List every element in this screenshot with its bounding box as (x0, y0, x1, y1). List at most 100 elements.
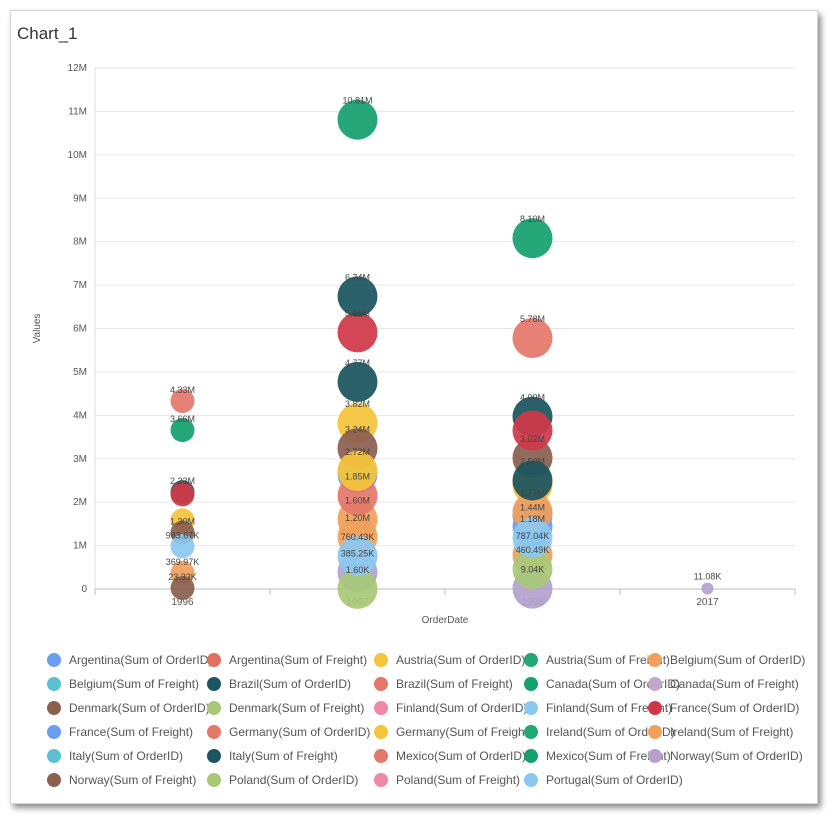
legend-item[interactable]: Austria(Sum of Freight) (524, 651, 670, 669)
legend-label: Poland(Sum of Freight) (396, 773, 521, 787)
bubble-point (170, 389, 195, 414)
legend-label: Italy(Sum of Freight) (229, 749, 338, 763)
legend-item[interactable]: Italy(Sum of Freight) (207, 747, 338, 765)
legend-marker (47, 725, 61, 739)
legend-marker (207, 701, 221, 715)
bubble-point (170, 534, 195, 559)
data-label: 2.23M (170, 476, 195, 486)
bubble-point (701, 582, 714, 595)
x-tick-label: 2017 (696, 597, 719, 608)
legend-marker (374, 701, 388, 715)
x-axis-title: OrderDate (422, 615, 469, 626)
y-tick-label: 2M (73, 497, 87, 508)
legend-item[interactable]: Denmark(Sum of OrderID) (47, 699, 210, 717)
legend-label: Portugal(Sum of OrderID) (546, 773, 683, 787)
legend-item[interactable]: Portugal(Sum of OrderID) (524, 771, 683, 789)
legend-marker (374, 725, 388, 739)
legend-item[interactable]: Norway(Sum of Freight) (47, 771, 196, 789)
legend-marker (648, 701, 662, 715)
legend-marker (207, 677, 221, 691)
legend-marker (648, 725, 662, 739)
data-label: 3.24M (345, 424, 370, 434)
y-tick-label: 12M (68, 63, 87, 74)
legend-label: Brazil(Sum of Freight) (396, 677, 513, 691)
bubble-point (512, 410, 553, 451)
legend-label: Austria(Sum of OrderID) (396, 653, 526, 667)
legend-item[interactable]: Finland(Sum of OrderID) (374, 699, 527, 717)
legend-item[interactable]: Belgium(Sum of OrderID) (648, 651, 805, 669)
legend-item[interactable]: Argentina(Sum of OrderID) (47, 651, 212, 669)
data-label: 1.85M (345, 472, 370, 482)
legend-item[interactable]: Denmark(Sum of Freight) (207, 699, 364, 717)
legend-label: Norway(Sum of Freight) (69, 773, 197, 787)
x-tick-label: 1996 (171, 597, 194, 608)
legend-marker (648, 749, 662, 763)
legend-label: Mexico(Sum of Freight) (546, 749, 671, 763)
data-label: 4.33M (170, 385, 195, 395)
legend-marker (47, 677, 61, 691)
bubble-point (512, 318, 553, 359)
legend-item[interactable]: Germany(Sum of Freight) (374, 723, 532, 741)
legend-label: Austria(Sum of Freight) (546, 653, 671, 667)
data-label: 3.66M (170, 414, 195, 424)
legend-marker (47, 701, 61, 715)
bubble-chart: 01M2M3M4M5M6M7M8M9M10M11M12M199619971998… (32, 63, 796, 626)
data-label: 8.10M (520, 214, 545, 224)
y-tick-label: 6M (73, 324, 87, 335)
y-tick-label: 4M (73, 410, 87, 421)
legend-item[interactable]: France(Sum of OrderID) (648, 699, 799, 717)
legend-item[interactable]: Brazil(Sum of Freight) (374, 675, 513, 693)
legend-label: Brazil(Sum of OrderID) (229, 677, 352, 691)
data-label: 1.77M (520, 488, 545, 498)
bubble-point (337, 276, 378, 317)
data-label: 11.08K (694, 572, 722, 582)
legend-marker (207, 773, 221, 787)
legend-item[interactable]: Ireland(Sum of Freight) (648, 723, 793, 741)
data-label: 1.60K (346, 565, 370, 575)
legend-label: Belgium(Sum of Freight) (69, 677, 200, 691)
legend-item[interactable]: Brazil(Sum of OrderID) (207, 675, 351, 693)
bubble-point (512, 218, 553, 259)
legend-item[interactable]: Belgium(Sum of Freight) (47, 675, 199, 693)
legend-label: Ireland(Sum of Freight) (670, 725, 794, 739)
legend-item[interactable]: Poland(Sum of OrderID) (207, 771, 358, 789)
chart-title: Chart_1 (17, 24, 78, 43)
legend-item[interactable]: Ireland(Sum of OrderID) (524, 723, 675, 741)
legend-label: Mexico(Sum of OrderID) (396, 749, 527, 763)
legend-label: Finland(Sum of Freight) (546, 701, 673, 715)
legend-label: Denmark(Sum of OrderID) (69, 701, 210, 715)
data-label: 3.82M (345, 399, 370, 409)
legend-item[interactable]: Austria(Sum of OrderID) (374, 651, 525, 669)
chart-frame: Chart_1 0 1M 2M 3M 4M 5M 6M 7M 8M 9M 10M 11M 12M 1996… (10, 10, 818, 804)
legend-item[interactable]: Mexico(Sum of OrderID) (374, 747, 526, 765)
legend-item[interactable]: Norway(Sum of OrderID) (648, 747, 803, 765)
bubble-point (170, 482, 195, 507)
legend-marker (207, 725, 221, 739)
data-label: 1.18M (520, 514, 545, 524)
legend-item[interactable]: Canada(Sum of Freight) (648, 675, 799, 693)
legend-item[interactable]: Italy(Sum of OrderID) (47, 747, 183, 765)
data-label: 5.91M (345, 308, 370, 318)
data-label: 2.50M (520, 456, 545, 466)
legend-label: Germany(Sum of Freight) (396, 725, 533, 739)
data-label: 4.00M (520, 393, 545, 403)
legend-marker (524, 677, 538, 691)
y-tick-label: 10M (68, 150, 87, 161)
legend-marker (648, 653, 662, 667)
data-label: 1.20M (345, 513, 370, 523)
legend-marker (524, 701, 538, 715)
legend-item[interactable]: Germany(Sum of OrderID) (207, 723, 370, 741)
data-label: 6.74M (345, 272, 370, 282)
y-tick-label: 9M (73, 193, 87, 204)
data-label: 9.04K (521, 565, 545, 575)
legend-item[interactable]: France(Sum of Freight) (47, 723, 193, 741)
legend-item[interactable]: Mexico(Sum of Freight) (524, 747, 671, 765)
legend-item[interactable]: Argentina(Sum of Freight) (207, 651, 367, 669)
legend-item[interactable]: Canada(Sum of OrderID) (524, 675, 680, 693)
legend-marker (374, 653, 388, 667)
legend-item[interactable]: Poland(Sum of Freight) (374, 771, 520, 789)
y-tick-label: 5M (73, 367, 87, 378)
data-label: 460.49K (516, 545, 550, 555)
legend-label: Argentina(Sum of Freight) (229, 653, 368, 667)
legend-item[interactable]: Finland(Sum of Freight) (524, 699, 672, 717)
